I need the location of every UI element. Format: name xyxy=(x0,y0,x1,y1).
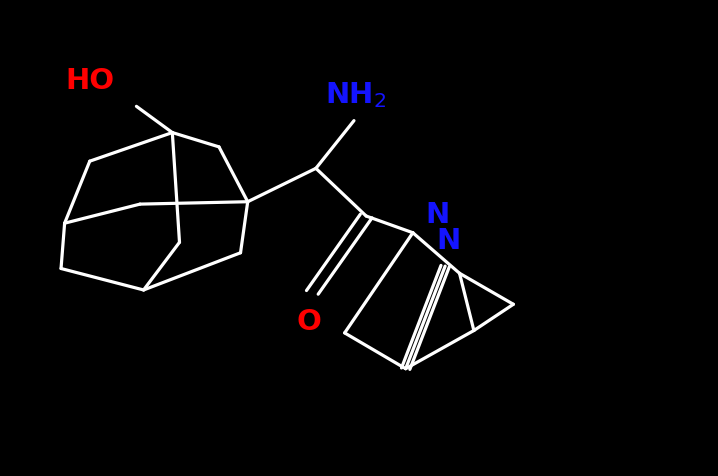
Text: O: O xyxy=(297,307,321,335)
Text: N: N xyxy=(426,200,450,228)
Text: HO: HO xyxy=(66,67,115,95)
Text: NH$_2$: NH$_2$ xyxy=(325,80,386,109)
Text: N: N xyxy=(437,227,461,255)
